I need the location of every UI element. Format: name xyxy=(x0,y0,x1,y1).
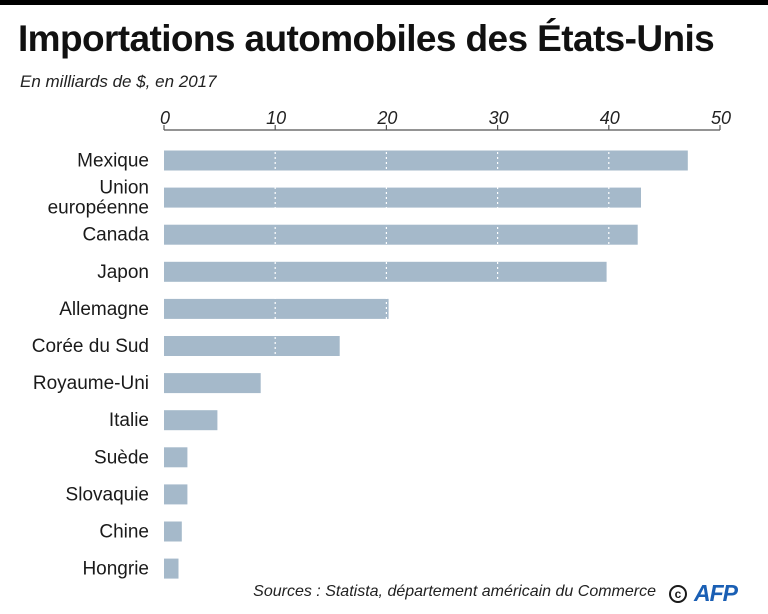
category-label-9: Slovaquie xyxy=(66,484,149,505)
bar-3 xyxy=(164,261,607,282)
afp-logo: AFP xyxy=(694,580,738,606)
bar-layer xyxy=(164,150,688,579)
category-label-6: Royaume-Uni xyxy=(33,373,149,394)
x-tick-label-2: 20 xyxy=(376,108,397,128)
bar-0 xyxy=(164,150,688,171)
bar-7 xyxy=(164,410,218,431)
category-label-line: Canada xyxy=(82,225,149,246)
category-label-line: Corée du Sud xyxy=(32,336,149,357)
bar-4 xyxy=(164,298,389,319)
x-axis: 0 10 20 30 40 50 xyxy=(160,108,731,131)
chart-title: Importations automobiles des États-Unis xyxy=(18,18,715,59)
bar-5 xyxy=(164,336,340,356)
x-tick-label-5: 50 xyxy=(711,108,731,128)
chart-subtitle: En milliards de $, en 2017 xyxy=(20,72,217,91)
bar-11 xyxy=(164,558,179,579)
category-label-line: Italie xyxy=(109,410,149,431)
category-label-11: Hongrie xyxy=(82,559,149,580)
category-label-line: Union xyxy=(99,178,149,199)
category-label-2: Canada xyxy=(82,225,149,246)
bar-9 xyxy=(164,484,188,505)
category-label-10: Chine xyxy=(99,522,149,543)
category-label-line: Chine xyxy=(99,522,149,543)
category-label-line: Suède xyxy=(94,447,149,468)
bar-10 xyxy=(164,521,182,542)
category-label-7: Italie xyxy=(109,410,149,431)
category-label-line: Mexique xyxy=(77,151,149,172)
bar-2 xyxy=(164,224,638,245)
source-note: Sources : Statista, département américai… xyxy=(253,583,656,600)
x-tick-label-0: 0 xyxy=(160,108,170,128)
category-label-0: Mexique xyxy=(77,151,149,172)
category-label-1: Union européenne xyxy=(48,178,149,219)
category-label-line: Hongrie xyxy=(82,559,149,580)
x-tick-label-1: 10 xyxy=(266,108,286,128)
top-rule xyxy=(0,0,768,5)
category-label-8: Suède xyxy=(94,447,149,468)
category-label-line: Slovaquie xyxy=(66,484,149,505)
category-label-line: Allemagne xyxy=(59,299,149,320)
category-label-line: Japon xyxy=(97,262,149,283)
category-label-line: Royaume-Uni xyxy=(33,373,149,394)
category-labels: Mexique Union européenne Canada Japon Allemag… xyxy=(32,151,150,580)
copyright-icon: c xyxy=(669,585,687,603)
category-label-4: Allemagne xyxy=(59,299,149,320)
bar-6 xyxy=(164,373,261,394)
category-label-5: Corée du Sud xyxy=(32,336,149,357)
x-tick-label-3: 30 xyxy=(489,108,509,128)
category-label-line: européenne xyxy=(48,198,149,219)
bar-8 xyxy=(164,447,188,468)
category-label-3: Japon xyxy=(97,262,149,283)
x-tick-label-4: 40 xyxy=(600,108,620,128)
bar-1 xyxy=(164,187,641,208)
